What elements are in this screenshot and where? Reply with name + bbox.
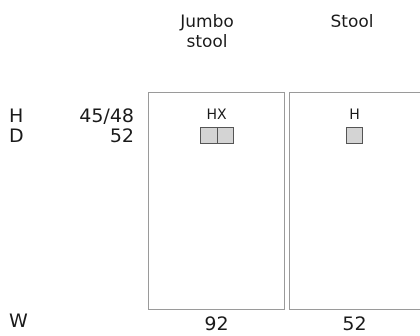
stool-width: 52: [342, 313, 367, 335]
height-value: 45/48: [79, 105, 134, 127]
depth-value: 52: [109, 125, 134, 147]
depth-label: D: [9, 125, 24, 147]
column-title-stool: Stool: [305, 12, 399, 32]
height-label: H: [9, 105, 24, 127]
jumbo-stool-upholstery-icon: [200, 127, 234, 144]
column-title-jumbo-stool-line1: Jumbo: [180, 12, 234, 32]
jumbo-stool-width: 92: [204, 313, 229, 335]
stool-upholstery-icon: [346, 127, 363, 144]
jumbo-stool-code: HX: [206, 107, 227, 123]
column-title-stool-line1: Stool: [330, 12, 374, 32]
width-label: W: [9, 310, 28, 332]
stool-panel: [289, 92, 420, 310]
stool-code: H: [349, 107, 360, 123]
column-title-jumbo-stool-line2: stool: [186, 32, 228, 52]
jumbo-stool-panel: [148, 92, 285, 310]
column-title-jumbo-stool: Jumbo stool: [160, 12, 254, 52]
